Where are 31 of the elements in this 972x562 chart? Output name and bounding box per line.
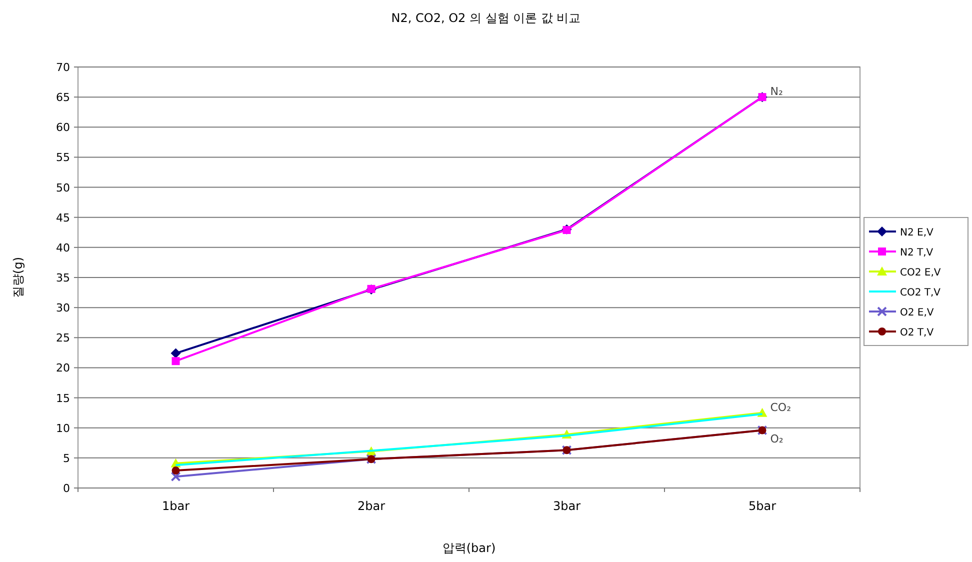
- x-tick-label: 2bar: [357, 499, 386, 513]
- y-tick-label: 60: [56, 121, 70, 134]
- annotation: N₂: [770, 85, 783, 98]
- y-tick-label: 40: [56, 241, 70, 254]
- legend-label: N2 T,V: [900, 248, 934, 258]
- y-tick-label: 5: [63, 452, 70, 465]
- y-tick-label: 55: [56, 151, 70, 164]
- legend-label: N2 E,V: [900, 228, 934, 238]
- y-tick-label: 0: [63, 482, 70, 495]
- legend-label: O2 E,V: [900, 308, 934, 318]
- y-tick-label: 65: [56, 91, 70, 104]
- y-tick-label: 25: [56, 332, 70, 345]
- legend-label: CO2 E,V: [900, 268, 941, 278]
- annotation: O₂: [770, 432, 784, 446]
- y-axis-title: 질량(g): [11, 257, 25, 298]
- chart-title: N2, CO2, O2 의 실험 이론 값 비교: [391, 11, 581, 25]
- x-tick-label: 3bar: [552, 499, 581, 513]
- y-tick-label: 20: [56, 362, 70, 375]
- y-tick-label: 70: [56, 61, 70, 74]
- annotation: CO₂: [770, 400, 791, 414]
- y-tick-label: 45: [56, 211, 70, 224]
- x-axis-title: 압력(bar): [442, 541, 496, 555]
- y-tick-label: 50: [56, 181, 70, 194]
- y-tick-label: 30: [56, 302, 70, 315]
- x-tick-label: 5bar: [748, 499, 776, 513]
- y-tick-label: 15: [56, 392, 70, 405]
- y-tick-label: 35: [56, 272, 70, 284]
- y-tick-label: 10: [56, 422, 70, 435]
- legend-label: O2 T,V: [900, 328, 934, 338]
- legend-label: CO2 T,V: [900, 288, 941, 298]
- x-tick-label: 1bar: [162, 499, 190, 513]
